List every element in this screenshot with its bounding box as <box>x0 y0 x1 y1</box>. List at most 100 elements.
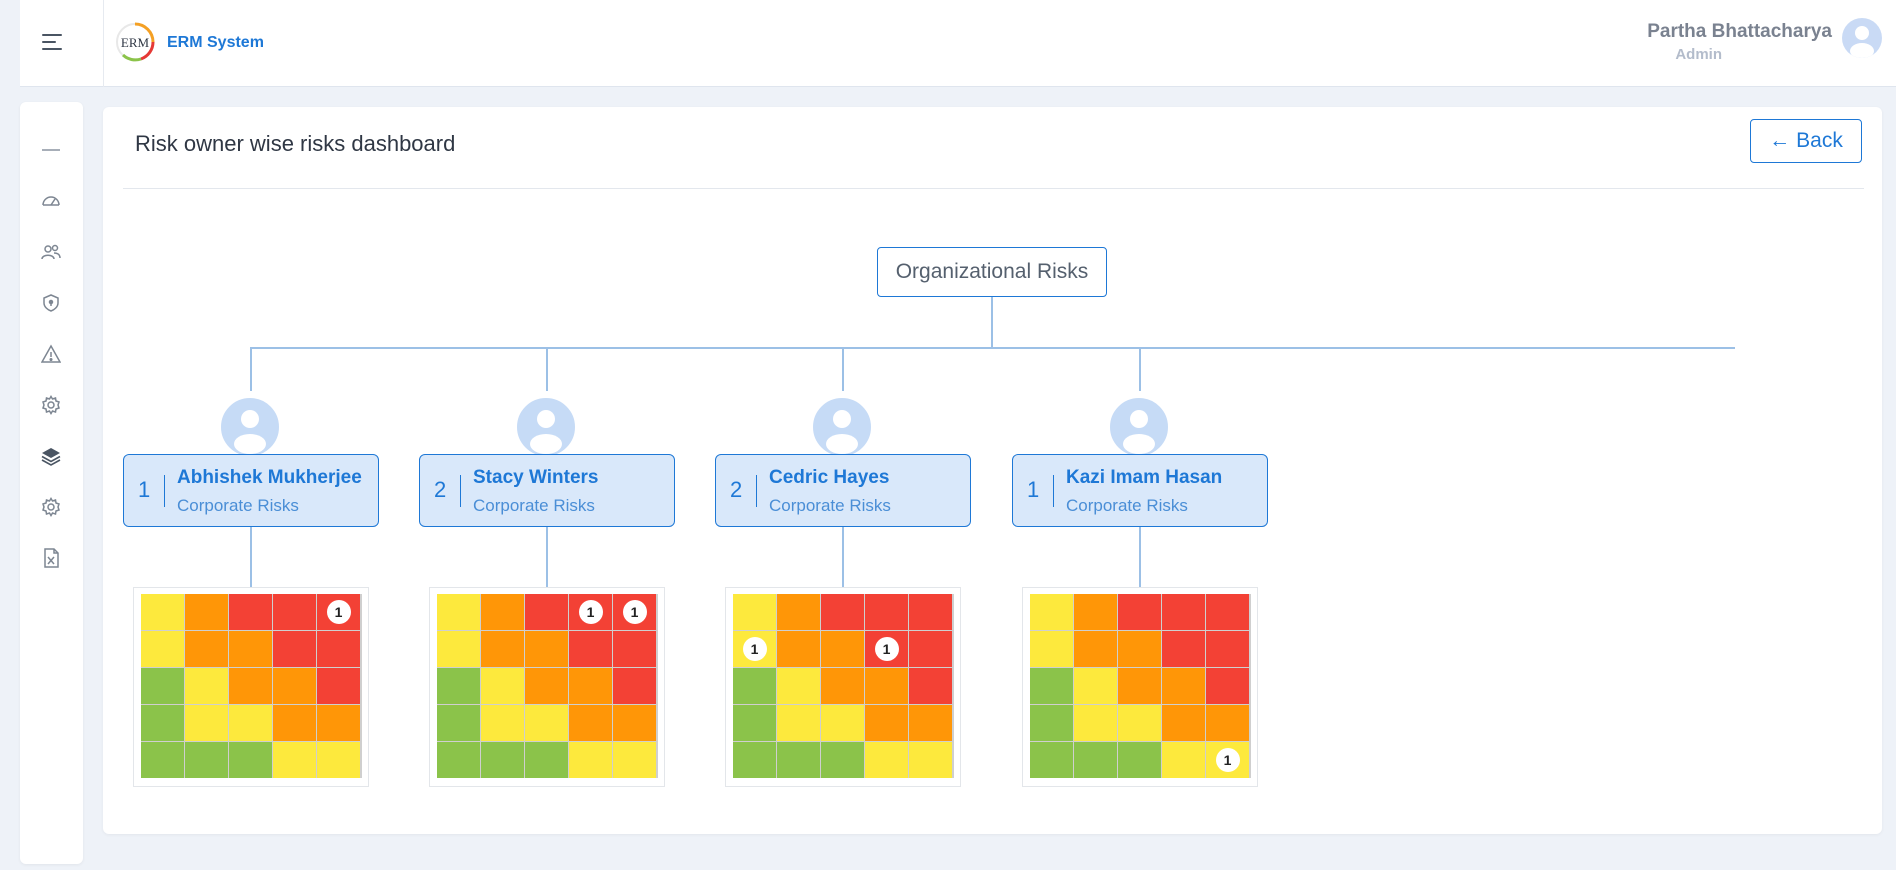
heatmap-cell <box>229 594 272 630</box>
heatmap-cell <box>909 631 952 667</box>
dashboard-card: Risk owner wise risks dashboard ← Back <box>103 107 1882 834</box>
menu-toggle-icon[interactable] <box>42 34 64 50</box>
owner-node[interactable]: 2 Cedric Hayes Corporate Risks <box>715 454 971 527</box>
owner-risk-count: 1 <box>138 477 151 502</box>
heatmap-cell <box>1162 668 1205 704</box>
heatmap-cell <box>1162 705 1205 741</box>
heatmap-cell <box>525 705 568 741</box>
top-bar: ERM ERM System Partha Bhattacharya Admin <box>20 0 1896 87</box>
owner-avatar-icon <box>218 395 282 459</box>
heatmap-cell[interactable]: 1 <box>865 631 908 667</box>
heatmap-cell <box>1074 668 1117 704</box>
shield-icon[interactable] <box>40 292 62 314</box>
heatmap-cell <box>525 594 568 630</box>
heatmap-cell[interactable]: 1 <box>613 594 656 630</box>
heatmap-cell <box>1206 705 1249 741</box>
heatmap-cell <box>613 668 656 704</box>
heatmap-cell <box>317 705 360 741</box>
owner-avatar-icon <box>810 395 874 459</box>
back-button[interactable]: ← Back <box>1750 119 1862 163</box>
heatmap-cell <box>481 705 524 741</box>
settings-gear-icon[interactable] <box>40 496 62 518</box>
heatmap-cell <box>1118 668 1161 704</box>
risk-count-badge[interactable]: 1 <box>578 600 603 624</box>
risk-count-badge[interactable]: 1 <box>1215 748 1240 772</box>
heatmap-cell <box>185 705 228 741</box>
heatmap-cell <box>185 631 228 667</box>
heatmap-cell <box>525 668 568 704</box>
heatmap-cell <box>185 594 228 630</box>
heatmap-cell <box>865 705 908 741</box>
heatmap-cell <box>273 668 316 704</box>
heatmap-cell <box>613 705 656 741</box>
heatmap-cell <box>777 705 820 741</box>
owner-name: Abhishek Mukherjee <box>177 467 362 488</box>
heatmap-cell <box>1206 631 1249 667</box>
owner-avatar-icon <box>514 395 578 459</box>
heatmap-cell[interactable]: 1 <box>317 594 360 630</box>
heatmap-cell <box>613 742 656 778</box>
heatmap-cell <box>141 631 184 667</box>
heatmap-cell <box>821 705 864 741</box>
page-title: Risk owner wise risks dashboard <box>135 131 456 156</box>
heatmap-cell <box>185 742 228 778</box>
user-avatar-icon[interactable] <box>1842 18 1882 58</box>
card-divider <box>123 188 1864 189</box>
heatmap-cell <box>909 705 952 741</box>
owner-node[interactable]: 1 Kazi Imam Hasan Corporate Risks <box>1012 454 1268 527</box>
excel-file-icon[interactable] <box>40 547 62 569</box>
heatmap-cell[interactable]: 1 <box>733 631 776 667</box>
heatmap-cell <box>1118 594 1161 630</box>
owner-name: Kazi Imam Hasan <box>1066 467 1223 488</box>
owner-divider <box>756 475 757 507</box>
risk-count-badge[interactable]: 1 <box>874 637 899 661</box>
layers-icon[interactable] <box>40 445 62 467</box>
org-root-node[interactable]: Organizational Risks <box>877 247 1107 297</box>
heatmap-cell <box>481 742 524 778</box>
heatmap-cell <box>229 705 272 741</box>
heatmap-cell <box>229 631 272 667</box>
heatmap-cell <box>777 594 820 630</box>
heatmap-cell <box>229 742 272 778</box>
owner-node[interactable]: 1 Abhishek Mukherjee Corporate Risks <box>123 454 379 527</box>
heatmap-cell <box>777 668 820 704</box>
warning-triangle-icon[interactable] <box>40 343 62 365</box>
heatmap-cell <box>821 631 864 667</box>
heatmap-cell <box>1162 594 1205 630</box>
owner-category: Corporate Risks <box>473 496 595 515</box>
heatmap-cell <box>1030 594 1073 630</box>
heatmap-cell <box>317 742 360 778</box>
risk-count-badge[interactable]: 1 <box>742 637 767 661</box>
heatmap-cell <box>437 668 480 704</box>
heatmap-cell <box>525 742 568 778</box>
heatmap-cell <box>1030 631 1073 667</box>
minus-icon[interactable] <box>40 139 62 161</box>
owner-name: Cedric Hayes <box>769 467 890 488</box>
heatmap-cell <box>1074 631 1117 667</box>
owner-risk-count: 2 <box>434 477 447 502</box>
heatmap-cell <box>821 594 864 630</box>
topbar-divider <box>103 0 104 87</box>
users-icon[interactable] <box>40 241 62 263</box>
heatmap-cell[interactable]: 1 <box>569 594 612 630</box>
heatmap-cell <box>141 594 184 630</box>
connector-line <box>1139 527 1141 587</box>
owner-node[interactable]: 2 Stacy Winters Corporate Risks <box>419 454 675 527</box>
heatmap-cell <box>865 594 908 630</box>
heatmap-cell <box>733 705 776 741</box>
heatmap-cell <box>273 742 316 778</box>
connector-line <box>250 347 252 391</box>
connector-line <box>250 347 1735 349</box>
settings-gear-icon[interactable] <box>40 394 62 416</box>
heatmap-cell <box>1074 742 1117 778</box>
risk-count-badge[interactable]: 1 <box>622 600 647 624</box>
heatmap-cell[interactable]: 1 <box>1206 742 1249 778</box>
user-name[interactable]: Partha Bhattacharya <box>1647 21 1832 42</box>
owner-category: Corporate Risks <box>1066 496 1188 515</box>
owner-risk-count: 1 <box>1027 477 1040 502</box>
heatmap-cell <box>273 705 316 741</box>
heatmap-cell <box>1118 705 1161 741</box>
heatmap-cell <box>141 668 184 704</box>
dashboard-gauge-icon[interactable] <box>40 190 62 212</box>
risk-count-badge[interactable]: 1 <box>326 600 351 624</box>
